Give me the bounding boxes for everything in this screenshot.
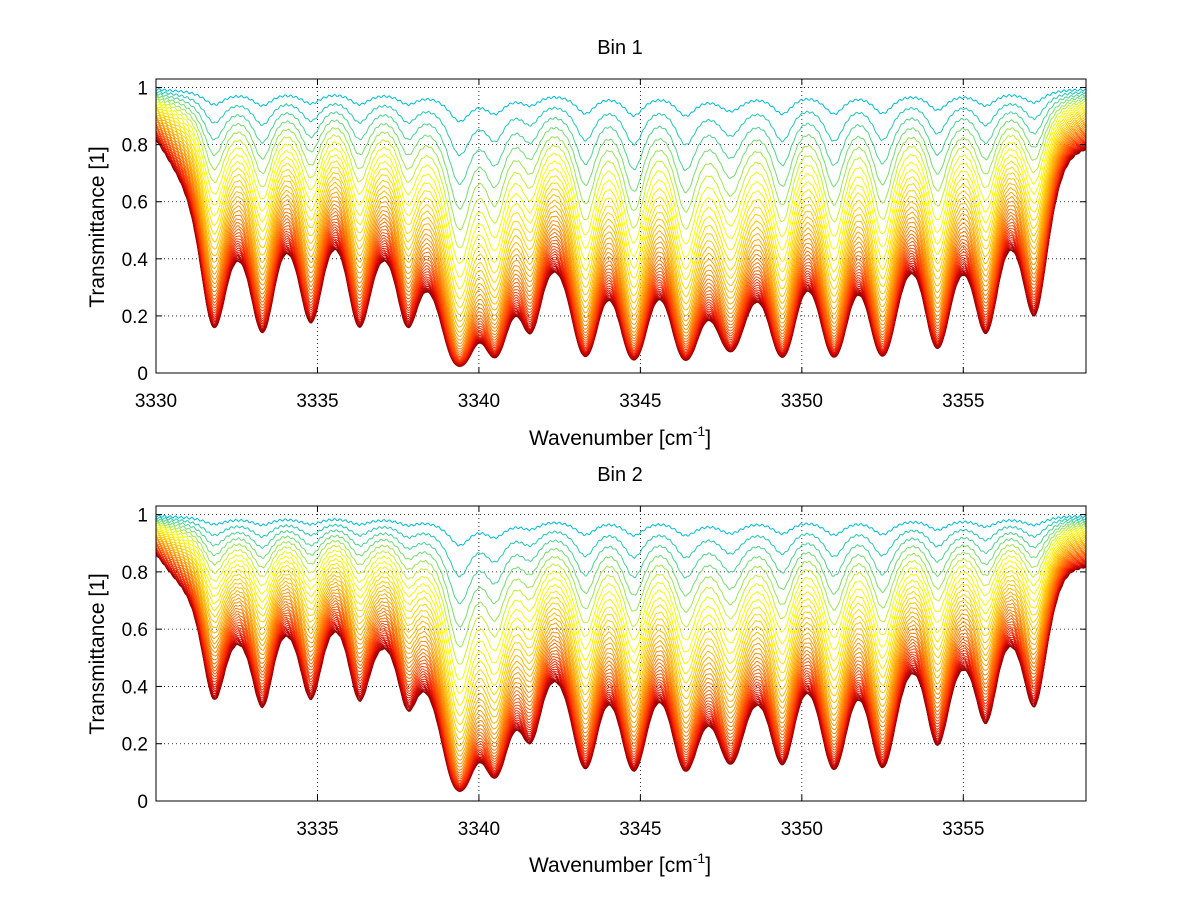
x-tick-label: 3355 [942, 819, 984, 840]
chart-title: Bin 2 [597, 464, 643, 486]
plot-frame [155, 78, 1087, 374]
x-tick-label: 3335 [296, 391, 338, 412]
y-tick-label: 0.6 [122, 193, 148, 214]
y-tick-label: 0.8 [122, 136, 148, 157]
series-line [155, 112, 1087, 322]
series-lines [155, 514, 1087, 792]
series-line [155, 127, 1087, 358]
series-line [155, 541, 1087, 771]
x-tick-label: 3335 [296, 819, 338, 840]
y-tick-label: 0 [137, 364, 148, 385]
series-line [155, 526, 1087, 695]
series-line [155, 542, 1087, 778]
chart-title: Bin 1 [597, 37, 643, 59]
series-line [155, 518, 1087, 605]
series-line [155, 104, 1087, 290]
series-line [155, 522, 1087, 665]
series-line [155, 542, 1087, 776]
series-line [155, 92, 1087, 186]
series-line [155, 96, 1087, 231]
series-line [155, 115, 1087, 333]
y-tick-label: 0 [137, 792, 148, 813]
x-tick-label: 3330 [135, 391, 177, 412]
y-axis-label: Transmittance [1] [86, 573, 109, 734]
series-line [155, 544, 1087, 780]
series-line [155, 535, 1087, 757]
series-line [155, 520, 1087, 648]
series-line [155, 535, 1087, 752]
series-line [155, 119, 1087, 345]
axis-ticks: 0 0.2 0.4 0.6 0.8 1 3330 3335 3340 3345 3350 3355 [122, 79, 1086, 412]
series-line [155, 123, 1087, 350]
series-line [155, 541, 1087, 774]
x-tick-label: 3345 [619, 391, 661, 412]
chart-panel-bin-1: Bin 1 0 0.2 0.4 0.6 0.8 1 3330 3335 3340 3345 3350… [86, 37, 1087, 450]
series-line [155, 533, 1087, 740]
series-line [155, 529, 1087, 726]
series-line [155, 105, 1087, 300]
axis-ticks: 0 0.2 0.4 0.6 0.8 1 3335 3340 3345 3350 3355 [122, 506, 1086, 840]
y-tick-label: 0.2 [122, 307, 148, 328]
series-line [155, 547, 1087, 783]
series-line [155, 540, 1087, 768]
series-lines [155, 88, 1087, 367]
series-line [155, 110, 1087, 316]
series-line [155, 129, 1087, 359]
y-tick-label: 1 [137, 79, 148, 100]
x-tick-label: 3340 [458, 819, 500, 840]
series-line [155, 123, 1087, 352]
series-line [156, 121, 1087, 347]
series-line [155, 130, 1087, 360]
series-line [155, 536, 1087, 761]
series-line [155, 88, 1087, 123]
series-line [155, 516, 1087, 578]
y-tick-label: 0.2 [122, 735, 148, 756]
chart-panel-bin-2: Bin 2 0 0.2 0.4 0.6 0.8 1 3335 3340 3345 3350 3355… [86, 464, 1087, 877]
y-tick-label: 0.6 [122, 620, 148, 641]
series-line [155, 538, 1087, 765]
x-tick-label: 3355 [942, 391, 984, 412]
series-line [155, 534, 1087, 746]
series-line [155, 115, 1087, 338]
series-line [155, 103, 1087, 278]
series-line [155, 107, 1087, 308]
y-tick-label: 1 [137, 506, 148, 527]
x-axis-label: Wavenumber [cm-1] [529, 850, 711, 877]
series-line [155, 125, 1087, 356]
series-line [155, 514, 1087, 547]
series-line [155, 527, 1086, 717]
series-line [155, 519, 1087, 628]
x-tick-label: 3350 [781, 391, 823, 412]
y-tick-label: 0.8 [122, 563, 148, 584]
x-tick-label: 3345 [619, 819, 661, 840]
series-line [155, 524, 1087, 681]
y-tick-label: 0.4 [122, 677, 149, 698]
plot-frame [155, 505, 1087, 802]
series-line [155, 114, 1087, 328]
series-line [155, 531, 1087, 733]
series-line [156, 546, 1087, 782]
series-line [155, 117, 1087, 341]
series-line [155, 124, 1087, 354]
series-line [155, 101, 1087, 264]
series-line [155, 94, 1087, 210]
y-axis-label: Transmittance [1] [86, 146, 109, 307]
x-axis-label: Wavenumber [cm-1] [529, 423, 711, 450]
x-tick-label: 3340 [458, 391, 500, 412]
y-tick-label: 0.4 [122, 250, 149, 271]
series-line [155, 527, 1087, 706]
x-tick-label: 3350 [781, 819, 823, 840]
series-line [155, 98, 1087, 249]
series-line [155, 90, 1087, 157]
